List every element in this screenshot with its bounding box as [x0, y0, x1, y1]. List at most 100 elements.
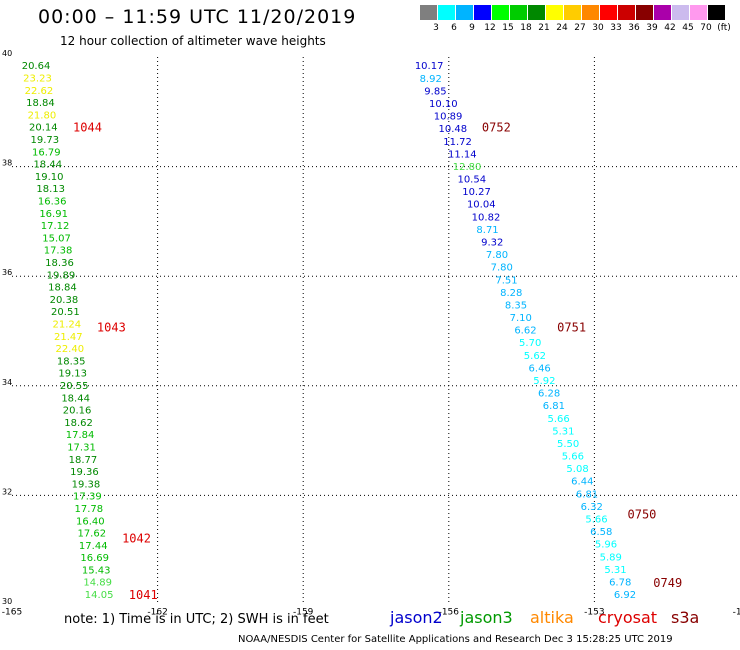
swh-point-label: 6.32 [581, 502, 603, 513]
swh-point-label: 10.17 [415, 61, 444, 72]
time-label: 1041 [129, 588, 158, 602]
legend-swatch [636, 5, 653, 20]
swh-point-label: 5.31 [552, 426, 574, 437]
swh-point-label: 21.80 [28, 110, 57, 121]
y-tick-label: 32 [2, 487, 12, 496]
swh-point-label: 20.64 [22, 61, 51, 72]
legend-swatch [492, 5, 509, 20]
swh-point-label: 5.92 [533, 376, 555, 387]
swh-point-label: 6.62 [514, 326, 536, 337]
swh-point-label: 6.28 [538, 389, 560, 400]
swh-point-label: 18.77 [69, 455, 98, 466]
time-label: 1043 [97, 321, 126, 335]
swh-point-label: 8.35 [505, 300, 527, 311]
chart-title: 00:00 – 11:59 UTC 11/20/2019 [38, 6, 357, 28]
legend-label: 27 [574, 23, 586, 33]
swh-point-label: 7.80 [486, 250, 508, 261]
x-tick-label: -153 [584, 608, 604, 618]
legend-swatch [528, 5, 545, 20]
swh-point-label: 10.48 [439, 124, 468, 135]
legend-label: 33 [610, 23, 622, 33]
swh-point-label: 10.10 [429, 99, 458, 110]
swh-point-label: 5.66 [547, 414, 569, 425]
legend-label: 9 [469, 23, 475, 33]
legend-label: 15 [502, 23, 514, 33]
swh-point-label: 10.89 [434, 112, 463, 123]
time-label: 0752 [482, 121, 511, 135]
swh-point-label: 5.50 [557, 439, 579, 450]
y-tick-label: 34 [2, 378, 12, 387]
axis-ticks: -165 -162 -159 -156 -153 -15 30 32 34 36 38 40 [2, 49, 740, 618]
time-labels: 1044 1043 1042 1041 0752 0751 0750 0749 [73, 121, 682, 602]
swh-point-label: 5.96 [595, 540, 617, 551]
time-label: 0749 [653, 576, 682, 590]
swh-point-label: 5.08 [566, 464, 588, 475]
satellite-label-s3a: s3a [671, 608, 700, 627]
swh-point-label: 18.44 [61, 393, 90, 404]
swh-point-label: 9.85 [424, 86, 446, 97]
swh-point-label: 8.28 [500, 288, 522, 299]
swh-point-label: 20.38 [50, 295, 79, 306]
legend-label: 6 [451, 23, 457, 33]
swh-point-label: 5.66 [585, 514, 607, 525]
legend-swatch [690, 5, 707, 20]
satellite-label-jason2: jason2 [390, 608, 443, 627]
swh-point-label: 16.91 [39, 209, 68, 220]
swh-point-label: 18.13 [36, 184, 65, 195]
swh-point-label: 5.70 [519, 338, 541, 349]
legend-label: 12 [484, 23, 496, 33]
chart-subtitle: 12 hour collection of altimeter wave hei… [60, 34, 326, 48]
swh-point-label: 20.16 [63, 406, 92, 417]
swh-point-label: 19.38 [72, 479, 101, 490]
swh-point-label: 18.35 [57, 356, 86, 367]
time-label: 0751 [557, 321, 586, 335]
swh-point-label: 19.89 [47, 270, 76, 281]
legend-swatch [420, 5, 437, 20]
satellite-label-cryosat: cryosat [598, 608, 658, 627]
satellite-label-altika: altika [530, 608, 574, 627]
swh-point-label: 23.23 [23, 74, 52, 85]
swh-point-label: 20.14 [29, 123, 58, 134]
swh-point-label: 17.84 [66, 430, 95, 441]
x-tick-label: -165 [2, 608, 22, 618]
swh-point-label: 16.79 [32, 147, 61, 158]
swh-point-label: 19.73 [31, 135, 60, 146]
legend-label: 70 [700, 23, 712, 33]
legend-label: 24 [556, 23, 568, 33]
y-tick-label: 30 [2, 597, 12, 606]
legend-swatch [564, 5, 581, 20]
swh-point-label: 15.07 [42, 233, 71, 244]
time-label: 1044 [73, 121, 102, 135]
swh-point-label: 6.58 [590, 527, 612, 538]
legend-label: (ft) [717, 23, 731, 33]
swh-point-label: 10.27 [462, 187, 491, 198]
swh-point-label: 21.24 [53, 319, 82, 330]
legend-swatch [456, 5, 473, 20]
swh-point-label: 14.89 [83, 578, 112, 589]
legend-swatch [582, 5, 599, 20]
legend-label: 18 [520, 23, 532, 33]
legend-label: 39 [646, 23, 658, 33]
footer-note: note: 1) Time is in UTC; 2) SWH is in fe… [64, 612, 329, 627]
swh-point-label: 5.62 [524, 351, 546, 362]
wave-height-points: 20.6423.2322.6218.8421.8020.1419.7316.79… [22, 61, 636, 601]
legend-label: 36 [628, 23, 640, 33]
grid-lines [12, 57, 740, 605]
swh-point-label: 19.10 [35, 172, 64, 183]
legend-swatch [600, 5, 617, 20]
swh-point-label: 10.54 [457, 175, 486, 186]
swh-point-label: 19.13 [58, 369, 87, 380]
legend-swatch [474, 5, 491, 20]
swh-point-label: 20.55 [60, 381, 89, 392]
swh-point-label: 22.40 [55, 344, 84, 355]
swh-point-label: 18.62 [64, 418, 93, 429]
swh-point-label: 10.04 [467, 200, 496, 211]
legend-label: 30 [592, 23, 604, 33]
legend-label: 45 [682, 23, 694, 33]
legend-swatch [618, 5, 635, 20]
swh-point-label: 10.82 [472, 212, 501, 223]
swh-point-label: 8.92 [420, 74, 442, 85]
swh-point-label: 18.36 [45, 258, 74, 269]
footer-credit: NOAA/NESDIS Center for Satellite Applica… [238, 634, 673, 645]
